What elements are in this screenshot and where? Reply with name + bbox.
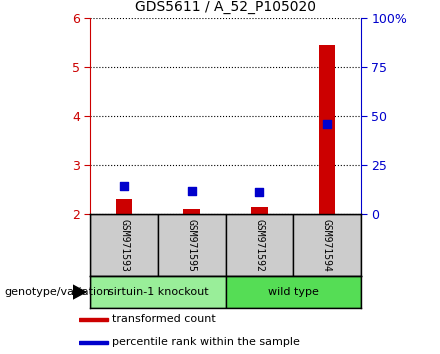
Bar [183,209,200,214]
Text: GSM971593: GSM971593 [119,219,129,272]
Bar [158,214,226,276]
Bar [293,214,361,276]
Bar [79,318,108,321]
Bar [79,341,108,344]
Text: GSM971595: GSM971595 [187,219,197,272]
Bar [90,214,158,276]
Bar [225,276,361,308]
Text: wild type: wild type [268,287,319,297]
Point [323,121,330,127]
Bar [251,207,268,214]
Point [188,188,195,194]
Bar [116,199,132,214]
Point [121,183,128,189]
Bar [90,276,225,308]
Text: sirtuin-1 knockout: sirtuin-1 knockout [107,287,208,297]
Point [256,189,263,195]
Text: GSM971594: GSM971594 [322,219,332,272]
Text: percentile rank within the sample: percentile rank within the sample [112,337,300,348]
Bar [225,214,293,276]
Text: genotype/variation: genotype/variation [4,287,110,297]
Text: GSM971592: GSM971592 [254,219,264,272]
Polygon shape [73,285,86,299]
Title: GDS5611 / A_52_P105020: GDS5611 / A_52_P105020 [135,0,316,14]
Text: transformed count: transformed count [112,314,216,325]
Bar [319,45,335,214]
